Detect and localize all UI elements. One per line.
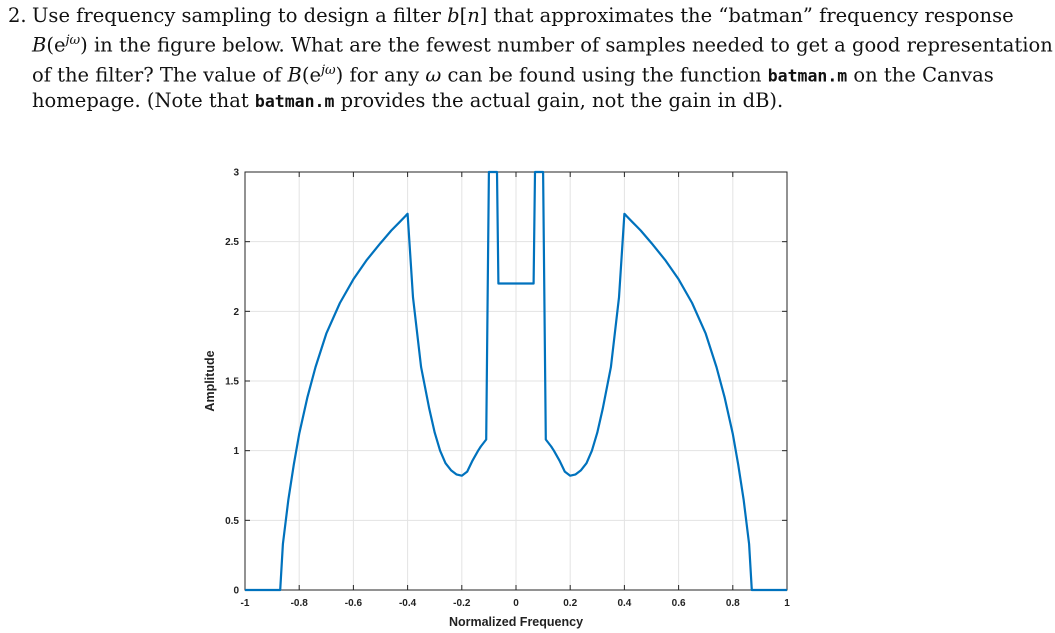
x-tick-label: 0.4: [617, 598, 631, 609]
math-bracket-open: [: [459, 4, 468, 27]
x-tick-label: 0.6: [672, 598, 686, 609]
math-omega: ω: [425, 63, 442, 86]
y-axis-label: Amplitude: [203, 350, 217, 411]
x-tick-label: -0.4: [399, 598, 417, 609]
math-B: B: [287, 63, 302, 86]
x-tick-label: -0.6: [345, 598, 363, 609]
y-tick-label: 0: [233, 586, 239, 597]
y-tick-label: 2: [233, 307, 239, 318]
y-tick-label: 1: [233, 446, 239, 457]
text-fragment: Use frequency sampling to design a filte…: [32, 4, 448, 27]
math-paren: (e: [301, 63, 322, 86]
math-B: B: [32, 33, 47, 57]
problem-line-4: homepage. (Note that batman.m provides t…: [8, 88, 1048, 114]
problem-line-2: B(ejω) in the figure below. What are the…: [8, 28, 1053, 58]
math-paren: (e: [46, 33, 66, 57]
math-b: b: [447, 4, 460, 27]
problem-text: 2. Use frequency sampling to design a fil…: [8, 3, 1053, 114]
series-line: [245, 170, 787, 592]
code-batman: batman.m: [767, 66, 848, 85]
x-tick-label: 0: [513, 598, 519, 609]
text-fragment: homepage. (Note that: [32, 89, 255, 112]
problem-line-1: 2. Use frequency sampling to design a fil…: [8, 3, 1048, 28]
math-exponent: jω: [65, 33, 81, 48]
text-fragment: on the Canvas: [847, 63, 994, 86]
x-tick-labels: -1 -0.8 -0.6 -0.4 -0.2 0 0.2 0.4 0.6 0.8 1: [241, 598, 791, 609]
x-tick-label: 1: [784, 598, 790, 609]
x-tick-label: -0.8: [291, 598, 309, 609]
grid-lines: [244, 171, 788, 591]
code-batman: batman.m: [254, 92, 335, 111]
x-tick-label: 0.2: [563, 598, 577, 609]
problem-line-3: of the filter? The value of B(ejω) for a…: [8, 58, 1048, 89]
text-fragment: ] that approximates the “batman” frequen…: [479, 4, 1014, 27]
x-axis-label: Normalized Frequency: [449, 615, 583, 629]
y-tick-label: 3: [233, 168, 239, 179]
x-tick-label: -1: [241, 598, 250, 609]
text-fragment: can be found using the function: [441, 63, 768, 86]
y-tick-label: 0.5: [225, 516, 239, 527]
x-tick-label: 0.8: [726, 598, 740, 609]
text-fragment: ) in the figure below. What are the fewe…: [80, 33, 1053, 57]
problem-number: 2.: [8, 4, 27, 27]
y-tick-labels: 0 0.5 1 1.5 2 2.5 3: [225, 168, 239, 597]
y-tick-label: 2.5: [225, 237, 239, 248]
y-tick-label: 1.5: [225, 377, 239, 388]
math-n: n: [467, 4, 480, 27]
x-tick-label: -0.2: [453, 598, 471, 609]
math-exponent: jω: [321, 62, 336, 78]
text-fragment: ) for any: [335, 63, 426, 86]
text-fragment: of the filter? The value of: [32, 63, 288, 86]
text-fragment: provides the actual gain, not the gain i…: [334, 89, 784, 112]
